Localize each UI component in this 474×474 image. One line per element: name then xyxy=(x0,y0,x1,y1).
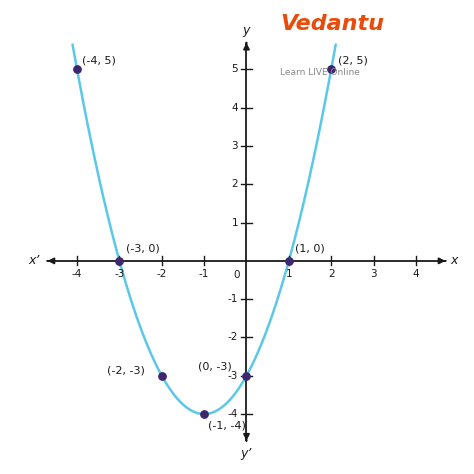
Text: (1, 0): (1, 0) xyxy=(295,244,325,254)
Text: (-3, 0): (-3, 0) xyxy=(126,244,160,254)
Text: 1: 1 xyxy=(231,218,238,228)
Text: 1: 1 xyxy=(285,269,292,279)
Point xyxy=(158,372,165,380)
Text: 4: 4 xyxy=(412,269,419,279)
Point xyxy=(116,257,123,264)
Text: x’: x’ xyxy=(28,255,40,267)
Text: y’: y’ xyxy=(241,447,252,460)
Point xyxy=(73,66,81,73)
Text: -1: -1 xyxy=(228,294,238,304)
Text: Vedantu: Vedantu xyxy=(280,14,384,34)
Text: y: y xyxy=(243,24,250,37)
Text: -2: -2 xyxy=(228,332,238,342)
Point xyxy=(285,257,292,264)
Text: 0: 0 xyxy=(234,271,240,281)
Text: 5: 5 xyxy=(231,64,238,74)
Text: -3: -3 xyxy=(114,269,125,279)
Text: 3: 3 xyxy=(370,269,377,279)
Text: Learn LIVE Online: Learn LIVE Online xyxy=(280,68,360,77)
Text: -4: -4 xyxy=(228,409,238,419)
Text: (-2, -3): (-2, -3) xyxy=(107,366,145,376)
Text: (-4, 5): (-4, 5) xyxy=(82,55,116,65)
Text: 4: 4 xyxy=(231,103,238,113)
Text: -1: -1 xyxy=(199,269,210,279)
Text: (2, 5): (2, 5) xyxy=(337,55,367,65)
Text: (-1, -4): (-1, -4) xyxy=(208,420,246,430)
Text: (0, -3): (0, -3) xyxy=(198,361,231,371)
Text: -4: -4 xyxy=(72,269,82,279)
Text: 2: 2 xyxy=(231,179,238,189)
Point xyxy=(201,410,208,418)
Text: x: x xyxy=(451,255,458,267)
Text: -2: -2 xyxy=(156,269,167,279)
Point xyxy=(243,372,250,380)
Point xyxy=(328,66,335,73)
Text: -3: -3 xyxy=(228,371,238,381)
Text: 3: 3 xyxy=(231,141,238,151)
Text: 2: 2 xyxy=(328,269,335,279)
